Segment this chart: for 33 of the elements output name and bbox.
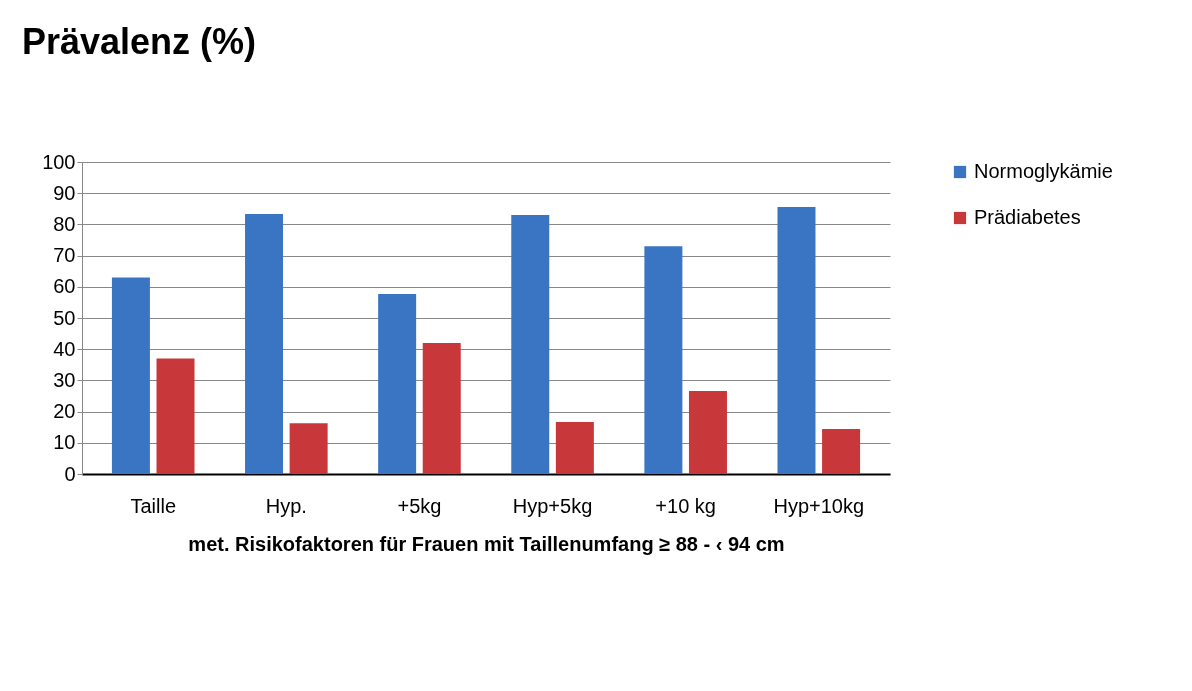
y-tick-label: 0 bbox=[64, 462, 76, 485]
bar bbox=[822, 429, 861, 474]
x-tick-label: +10 kg bbox=[655, 494, 716, 517]
bar bbox=[245, 214, 284, 474]
x-tick-label: Hyp+10kg bbox=[773, 494, 865, 517]
x-tick-label: Taille bbox=[130, 494, 176, 517]
y-tick-label: 20 bbox=[53, 400, 76, 423]
bar bbox=[422, 342, 461, 474]
bar bbox=[555, 421, 594, 474]
bar bbox=[511, 215, 550, 474]
y-tick-label: 70 bbox=[53, 244, 76, 267]
y-tick-label: 10 bbox=[53, 431, 76, 454]
y-tick-label: 90 bbox=[53, 181, 76, 204]
y-tick-label: 80 bbox=[53, 212, 76, 235]
bar bbox=[111, 277, 150, 474]
x-tick-label: Hyp. bbox=[265, 494, 307, 517]
y-tick-label: 100 bbox=[42, 150, 76, 173]
y-tick-label: 30 bbox=[53, 368, 76, 391]
x-tick-label: +5kg bbox=[397, 494, 442, 517]
y-tick-label: 40 bbox=[53, 337, 76, 360]
y-tick-label: 50 bbox=[53, 306, 76, 329]
bar bbox=[777, 206, 816, 474]
y-tick-label: 60 bbox=[53, 275, 76, 298]
bar bbox=[688, 391, 727, 474]
legend-label: Prädiabetes bbox=[974, 206, 1081, 228]
bar bbox=[156, 358, 195, 474]
x-tick-label: Hyp+5kg bbox=[512, 494, 593, 517]
x-axis-title: met. Risikofaktoren für Frauen mit Taillenumfang ≥ 88 - ‹ 94 cm bbox=[188, 532, 785, 555]
bar bbox=[378, 293, 417, 474]
legend-label: Normoglykämie bbox=[974, 160, 1113, 182]
bar bbox=[644, 246, 683, 474]
bar bbox=[289, 423, 328, 474]
chart-title: Prävalenz (%) bbox=[22, 21, 257, 62]
